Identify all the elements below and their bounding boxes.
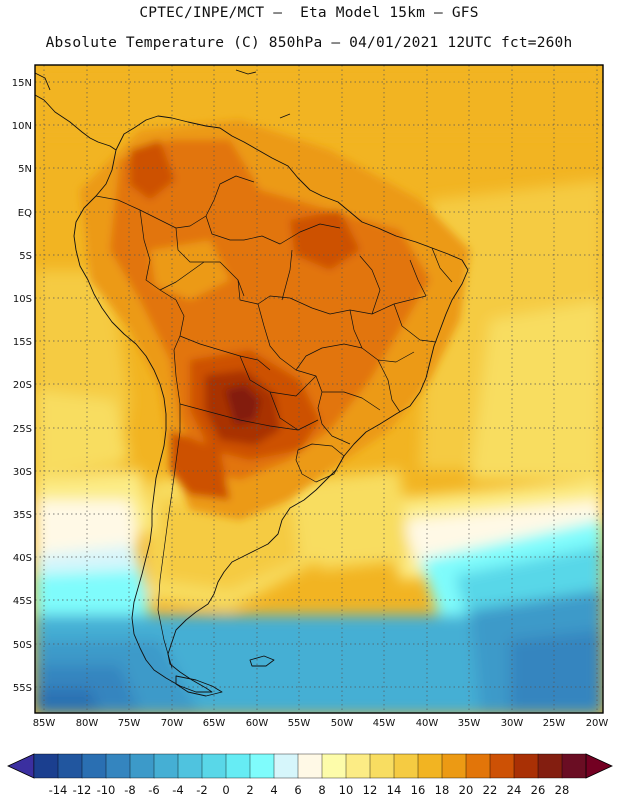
colorbar-label: 14 [387,783,402,797]
colorbar-cell [369,753,395,779]
coastline [35,69,469,697]
country-borders [95,175,453,669]
colorbar-label: -14 [49,783,68,797]
chart-title-line2: Absolute Temperature (C) 850hPa – 04/01/… [45,35,573,51]
colorbar-cell [81,753,107,779]
colorbar-label: 26 [531,783,546,797]
lat-label: 5N [18,164,32,175]
colorbar-label: 22 [483,783,498,797]
temperature-field [35,65,603,713]
colorbar-label: 8 [318,783,325,797]
lon-label: 80W [76,718,99,729]
lon-label: 45W [373,718,396,729]
lat-label: 50S [13,640,32,651]
lon-label: 30W [501,718,524,729]
lat-label: 30S [13,467,32,478]
latitude-axis: 15N 10N 5N EQ 5S 10S 15S 20S 25S 30S 35S… [12,78,32,694]
colorbar-cell [129,753,155,779]
colorbar-label: -4 [172,783,183,797]
chart-title-line1: CPTEC/INPE/MCT – Eta Model 15km – GFS [139,5,479,21]
colorbar-label: 16 [411,783,426,797]
lon-label: 35W [458,718,481,729]
colorbar-label: 6 [294,783,301,797]
lat-label: 35S [13,510,32,521]
colorbar-label: -10 [97,783,116,797]
colorbar-label: 28 [555,783,570,797]
colorbar-cell [441,753,467,779]
colorbar-cell [225,753,251,779]
lat-label: 10S [13,294,32,305]
colorbar-label: 0 [222,783,229,797]
lon-label: 25W [543,718,566,729]
lon-label: 40W [416,718,439,729]
colorbar-cell [153,753,179,779]
colorbar-label: 18 [435,783,450,797]
colorbar-max-arrow [585,753,613,779]
lon-label: 70W [161,718,184,729]
colorbar: -14 -12 -10 -8 -6 -4 -2 0 2 4 6 8 10 12 … [7,753,613,797]
colorbar-label: 4 [270,783,277,797]
colorbar-cell [321,753,347,779]
colorbar-cell [177,753,203,779]
colorbar-cell [273,753,299,779]
lon-label: 85W [33,718,56,729]
lat-label: EQ [18,208,32,219]
lat-label: 45S [13,596,32,607]
lon-label: 65W [203,718,226,729]
colorbar-label: 12 [363,783,378,797]
lon-label: 50W [331,718,354,729]
map-frame [34,64,604,714]
lat-label: 25S [13,424,32,435]
colorbar-cell [417,753,443,779]
colorbar-label: 20 [459,783,474,797]
lon-label: 55W [288,718,311,729]
colorbar-cell [249,753,275,779]
colorbar-cell [105,753,131,779]
colorbar-label: -6 [148,783,159,797]
lat-label: 5S [19,251,32,262]
colorbar-cell [513,753,539,779]
longitude-axis: 85W 80W 75W 70W 65W 60W 55W 50W 45W 40W … [33,718,609,729]
lon-label: 75W [118,718,141,729]
colorbar-cell [57,753,83,779]
colorbar-label: -12 [73,783,92,797]
lat-label: 55S [13,683,32,694]
colorbar-cell [537,753,563,779]
colorbar-label: 24 [507,783,522,797]
colorbar-cell [201,753,227,779]
colorbar-cell [393,753,419,779]
colorbar-cell [345,753,371,779]
colorbar-label: 10 [339,783,354,797]
graticule [35,65,603,713]
lat-label: 10N [12,121,32,132]
colorbar-cell [297,753,323,779]
colorbar-cell [33,753,59,779]
lon-label: 60W [246,718,269,729]
colorbar-min-arrow [7,753,35,779]
colorbar-label: 2 [246,783,253,797]
colorbar-cell [489,753,515,779]
colorbar-cell [561,753,587,779]
colorbar-cell [465,753,491,779]
colorbar-label: -2 [196,783,207,797]
lat-label: 20S [13,380,32,391]
lat-label: 40S [13,553,32,564]
colorbar-label: -8 [124,783,135,797]
lat-label: 15S [13,337,32,348]
lat-label: 15N [12,78,32,89]
lon-label: 20W [586,718,609,729]
